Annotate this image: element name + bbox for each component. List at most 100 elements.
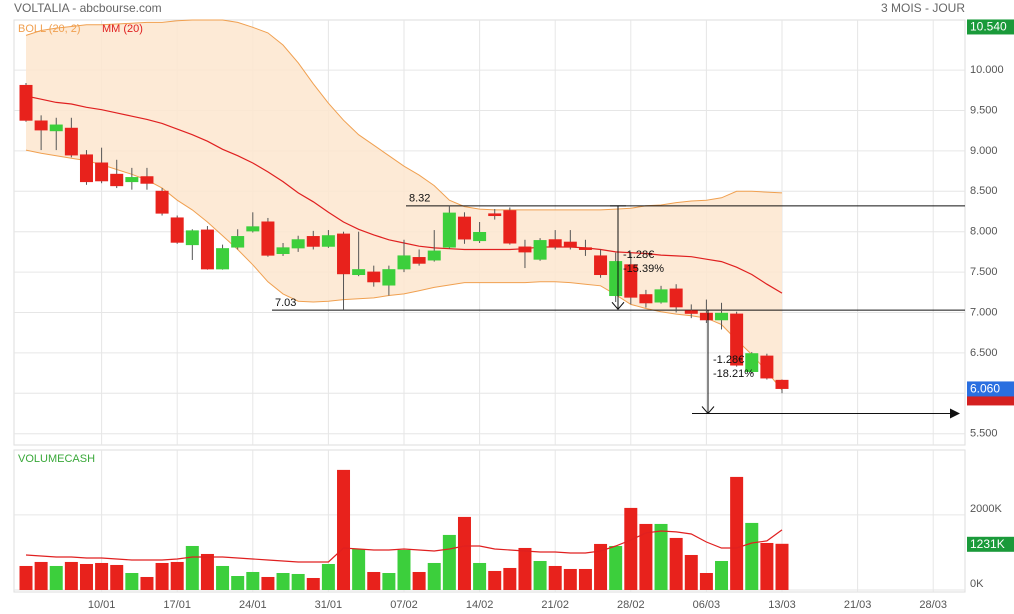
volume-box [967,536,1014,552]
candle-body [231,236,245,248]
arrow-head [950,408,960,419]
candle-body [488,213,502,217]
volume-bar [609,545,623,590]
candle-body [775,379,789,389]
level-label: 8.32 [409,193,430,205]
price-box-label: 6.060 [970,382,1000,396]
candle-body [306,236,320,247]
measure-change: -1.28€ [713,354,744,366]
y-tick-label: 8.500 [970,185,998,197]
volume-bar [19,565,33,590]
volume-bar [594,543,608,590]
candle-body [291,239,305,249]
y-tick-label: 9.500 [970,104,998,116]
x-tick-label: 28/03 [919,599,947,611]
measure-pct: -15.39% [623,263,664,275]
candle-body [503,210,517,244]
candle-body [473,232,487,242]
x-tick-label: 13/03 [768,599,796,611]
volume-bar [669,537,683,590]
band-fill [26,20,782,391]
candle-body [367,271,381,283]
y-tick-label: 8.000 [970,226,998,238]
volume-bar [246,571,260,590]
volume-bar [155,562,169,590]
volume-bar [715,560,729,590]
volume-bar [518,547,532,590]
volume-bar [412,571,426,590]
candle-body [533,240,547,260]
level-label: 7.03 [275,297,296,309]
y-tick-label: 7.000 [970,306,998,318]
volume-panel [13,449,966,593]
volume-bar [200,553,214,590]
legend-entry: BOLL (20, 2) [18,23,81,35]
x-tick-label: 31/01 [315,599,343,611]
price-panel [13,19,966,446]
volume-bar [548,565,562,590]
candle-body [155,190,169,214]
x-tick-label: 07/02 [390,599,418,611]
x-tick-label: 28/02 [617,599,645,611]
y-tick-label: 0K [970,578,984,590]
volume-bar [95,562,109,590]
volume-bar [79,563,93,590]
candle-body [382,269,396,286]
candle-body [760,355,774,379]
volume-bar [684,554,698,590]
plot-layer: 10/01 17/01 24/01 31/01 07/02 14/02 21/02 28/02… [14,19,1014,611]
x-tick-label: 21/03 [844,599,872,611]
volume-ma-line [25,529,783,563]
y-tick-label: 7.500 [970,266,998,278]
band-upper [25,19,783,211]
candle-body [442,212,456,248]
candle-body [337,233,351,275]
measure-change: -1.28€ [623,249,654,261]
candle-body [261,221,275,256]
volume-bar [730,476,744,590]
candle-body [125,177,139,183]
volume-bar [775,543,789,590]
candle-body [79,154,93,183]
candle-body [594,255,608,276]
candle-body [548,239,562,247]
candle-body [246,226,260,232]
y-tick-label: 10.000 [970,64,1004,76]
candle-body [669,288,683,308]
candle-body [216,248,230,270]
candle-body [715,312,729,321]
volume-bar [473,562,487,590]
candle-body [321,235,335,247]
volume-bar [231,576,245,590]
volume-bar [367,571,381,590]
y-tick-label: 5.500 [970,428,998,440]
volume-bar [140,576,154,590]
candle-body [95,162,109,182]
candle-body [654,289,668,303]
volume-bar [110,564,124,590]
period-label: 3 MOIS - JOUR [881,1,965,15]
volume-bar [64,561,78,590]
volume-bar [291,573,305,590]
volume-bar [125,572,139,590]
x-tick-label: 06/03 [693,599,721,611]
candle-body [624,264,638,298]
candle-body [427,250,441,261]
volume-bar [49,565,63,590]
candle-body [49,124,63,132]
volume-bar [170,561,184,590]
volume-bar [382,572,396,590]
candle-body [185,230,199,246]
candle-body [110,173,124,187]
volume-bar [457,516,471,590]
volume-bar [352,548,366,590]
volume-bar [261,576,275,590]
volume-bar [578,568,592,590]
candle-body [745,353,759,372]
candle-body [518,246,532,253]
volume-bar [745,522,759,590]
candle-body [609,261,623,297]
candle-body [684,310,698,314]
arrow-head [611,301,625,311]
